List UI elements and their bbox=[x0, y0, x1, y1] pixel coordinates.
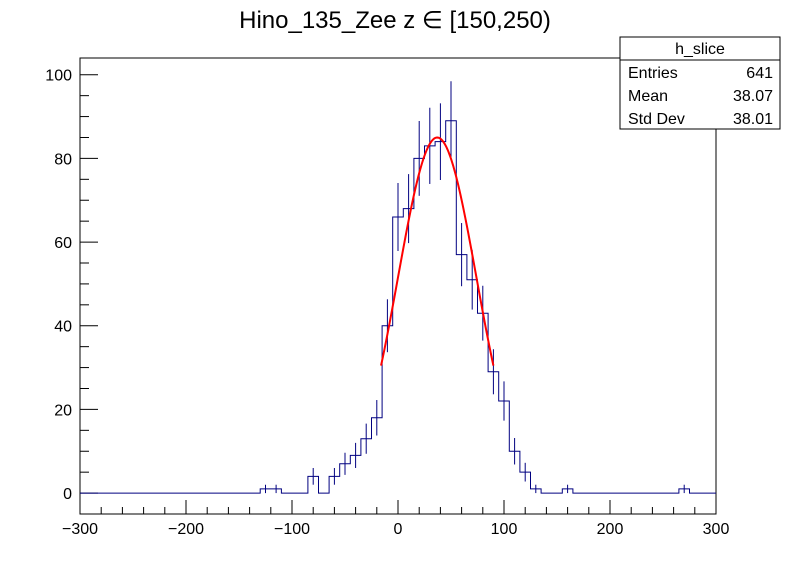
stats-stddev-label: Std Dev bbox=[628, 111, 685, 128]
stats-box-frame bbox=[619, 36, 781, 130]
y-tick-label: 60 bbox=[54, 235, 72, 252]
x-tick-label: −300 bbox=[62, 521, 98, 538]
x-tick-label: −100 bbox=[274, 521, 310, 538]
y-tick-label: 80 bbox=[54, 151, 72, 168]
stats-entries-value: 641 bbox=[746, 65, 773, 82]
stats-entries-label: Entries bbox=[628, 65, 678, 82]
y-tick-label: 40 bbox=[54, 319, 72, 336]
y-tick-label: 100 bbox=[45, 68, 72, 85]
x-tick-label: 0 bbox=[394, 521, 403, 538]
x-tick-label: 200 bbox=[597, 521, 624, 538]
stats-mean-label: Mean bbox=[628, 88, 668, 105]
stats-stddev-value: 38.01 bbox=[733, 111, 773, 128]
x-axis: −300 −200 −100 0 100 200 300 bbox=[62, 500, 729, 538]
x-tick-label: −200 bbox=[168, 521, 204, 538]
x-tick-label: 300 bbox=[703, 521, 730, 538]
histogram-outline bbox=[80, 120, 716, 494]
stats-box: h_slice Entries 641 Mean 38.07 Std Dev 3… bbox=[619, 36, 781, 130]
y-axis: 0 20 40 60 80 100 bbox=[45, 68, 98, 503]
x-tick-label: 100 bbox=[491, 521, 518, 538]
y-tick-label: 0 bbox=[63, 486, 72, 503]
gaussian-fit-curve bbox=[380, 136, 495, 366]
stats-mean-value: 38.07 bbox=[733, 88, 773, 105]
stats-box-name: h_slice bbox=[675, 41, 725, 58]
chart-title: Hino_135_Zee z ∈ [150,250) bbox=[239, 7, 551, 34]
y-tick-label: 20 bbox=[54, 402, 72, 419]
error-bars bbox=[265, 81, 685, 494]
